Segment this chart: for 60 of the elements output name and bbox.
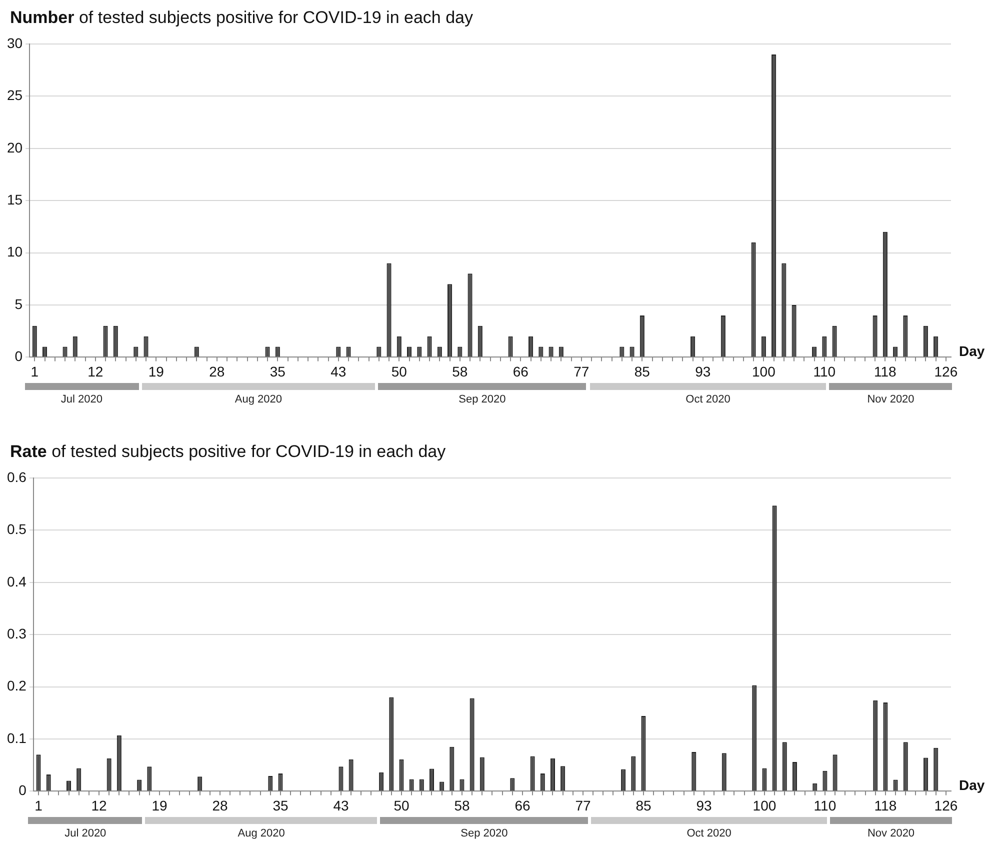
x-tick-label: 12 <box>88 363 104 380</box>
x-tick-label: 43 <box>330 363 346 380</box>
x-axis-title: Day <box>959 777 985 794</box>
x-tick-label: 35 <box>270 363 286 380</box>
y-tick-label: 0.3 <box>6 625 27 642</box>
x-tick-label: 1 <box>30 363 39 380</box>
x-axis-title: Day <box>959 343 985 360</box>
text: Oct 2020 <box>686 828 732 840</box>
x-tick-label: 126 <box>934 363 958 380</box>
text: Nov 2020 <box>867 394 914 406</box>
x-tick-label: 28 <box>212 797 228 814</box>
x-tick-label: 85 <box>634 363 650 380</box>
y-tick-label: 0.4 <box>6 573 27 590</box>
y-tick-label: 15 <box>6 191 23 208</box>
text: Aug 2020 <box>234 394 282 406</box>
y-tick-label: 25 <box>6 87 23 104</box>
text: Aug 2020 <box>238 828 285 840</box>
x-tick-label: 12 <box>91 797 107 814</box>
y-tick-label: 30 <box>6 34 23 51</box>
x-tick-label: 77 <box>574 363 590 380</box>
x-tick-label: 66 <box>514 797 530 814</box>
x-tick-label: 58 <box>454 797 470 814</box>
chart-title: Rate of tested subjects positive for COVID-19 in each day <box>10 442 446 462</box>
x-tick-label: 28 <box>209 363 225 380</box>
y-tick-label: 0.2 <box>6 678 27 694</box>
y-tick-label: 10 <box>6 244 23 260</box>
x-tick-label: 77 <box>575 797 591 814</box>
y-tick-label: 0 <box>14 348 23 364</box>
text: Jul 2020 <box>60 394 103 406</box>
x-tick-label: 100 <box>752 797 776 814</box>
x-tick-label: 110 <box>813 363 836 380</box>
x-tick-label: 50 <box>394 797 410 814</box>
y-tick-label: 0.1 <box>6 730 27 746</box>
chart-title: Number of tested subjects positive for COVID-19 in each day <box>10 8 473 28</box>
x-tick-label: 50 <box>391 363 408 380</box>
x-tick-label: 19 <box>148 363 164 380</box>
x-tick-label: 110 <box>814 797 836 814</box>
x-tick-label: 85 <box>636 797 652 814</box>
x-tick-label: 66 <box>512 363 529 380</box>
x-tick-label: 93 <box>695 363 711 380</box>
x-tick-label: 100 <box>752 363 776 380</box>
y-tick-label: 0.5 <box>6 521 27 538</box>
x-tick-label: 19 <box>152 797 168 814</box>
x-tick-label: 1 <box>34 797 43 814</box>
x-tick-label: 118 <box>874 797 897 814</box>
x-tick-label: 35 <box>272 797 288 814</box>
text: Jul 2020 <box>64 828 106 840</box>
x-tick-label: 126 <box>934 797 958 814</box>
text: Nov 2020 <box>867 828 915 840</box>
x-tick-label: 43 <box>333 797 349 814</box>
y-tick-label: 0.6 <box>6 468 27 485</box>
y-tick-label: 5 <box>14 296 23 312</box>
x-tick-label: 58 <box>452 363 468 380</box>
text: Sep 2020 <box>458 394 506 406</box>
x-tick-label: 93 <box>696 797 712 814</box>
text: Sep 2020 <box>460 828 508 840</box>
y-tick-label: 0 <box>18 782 27 798</box>
y-tick-label: 20 <box>6 139 23 156</box>
x-tick-label: 118 <box>874 363 897 380</box>
text: Oct 2020 <box>686 394 730 406</box>
